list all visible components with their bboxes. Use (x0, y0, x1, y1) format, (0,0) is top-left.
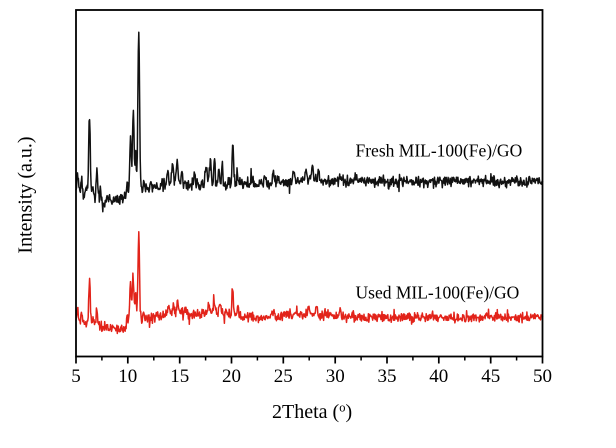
svg-text:15: 15 (170, 366, 189, 387)
svg-text:50: 50 (533, 366, 552, 387)
svg-text:45: 45 (481, 366, 500, 387)
svg-text:40: 40 (429, 366, 448, 387)
svg-text:5: 5 (71, 366, 81, 387)
svg-text:35: 35 (378, 366, 397, 387)
svg-text:25: 25 (274, 366, 293, 387)
svg-text:30: 30 (326, 366, 345, 387)
svg-text:2Theta (o): 2Theta (o) (272, 401, 352, 424)
svg-text:20: 20 (222, 366, 241, 387)
svg-text:10: 10 (118, 366, 137, 387)
svg-text:Used MIL-100(Fe)/GO: Used MIL-100(Fe)/GO (356, 283, 520, 303)
svg-text:Fresh MIL-100(Fe)/GO: Fresh MIL-100(Fe)/GO (356, 141, 523, 161)
svg-text:Intensity (a.u.): Intensity (a.u.) (15, 136, 37, 253)
